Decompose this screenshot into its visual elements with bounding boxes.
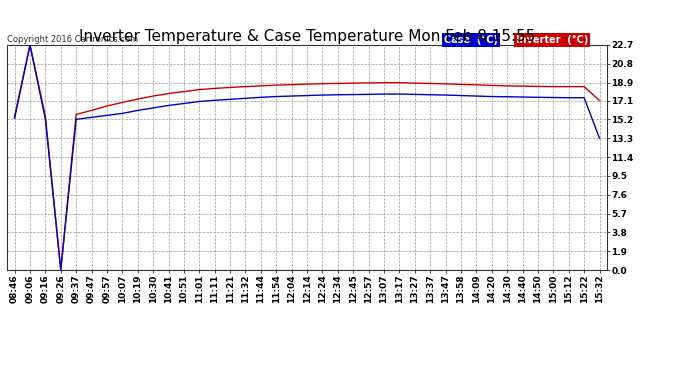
Text: Copyright 2016 Cartronics.com: Copyright 2016 Cartronics.com: [7, 35, 138, 44]
Title: Inverter Temperature & Case Temperature Mon Feb 8 15:55: Inverter Temperature & Case Temperature …: [79, 29, 535, 44]
Text: Inverter  (°C): Inverter (°C): [516, 35, 589, 45]
Text: Case  (°C): Case (°C): [444, 35, 498, 45]
